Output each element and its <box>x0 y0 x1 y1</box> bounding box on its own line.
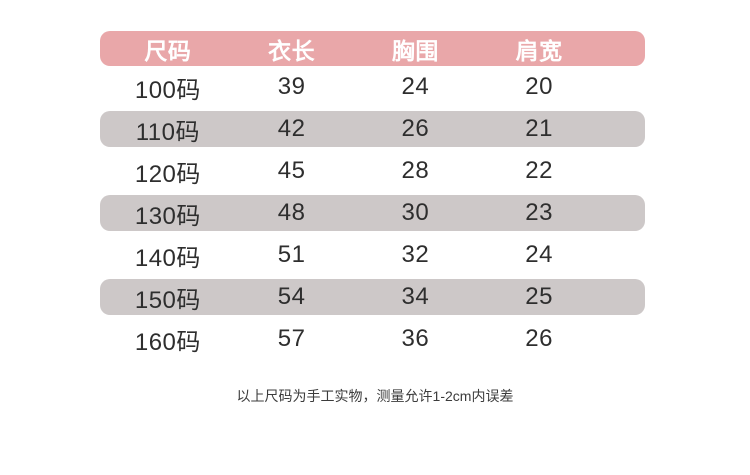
cell-length: 45 <box>277 157 306 184</box>
cell-size: 130码 <box>134 202 201 230</box>
cell-chest: 28 <box>401 157 430 184</box>
cell-chest: 36 <box>401 325 430 352</box>
header-cell-size: 尺码 <box>144 37 192 64</box>
header-cell-shoulder: 肩宽 <box>515 37 563 64</box>
cell-chest: 26 <box>401 115 430 142</box>
header-cell-chest: 胸围 <box>391 37 439 64</box>
cell-length: 42 <box>277 115 306 142</box>
cell-size: 160码 <box>134 328 201 356</box>
cell-size: 150码 <box>134 286 201 314</box>
cell-length: 39 <box>277 73 306 100</box>
cell-chest: 32 <box>401 241 430 268</box>
size-chart-table: 尺码 衣长 胸围 肩宽 100码 39 24 20 110码 42 26 21 … <box>100 31 645 360</box>
cell-length: 57 <box>277 325 306 352</box>
cell-shoulder: 24 <box>525 241 553 268</box>
cell-shoulder: 20 <box>525 73 553 100</box>
cell-size: 140码 <box>134 244 201 272</box>
cell-size: 120码 <box>134 160 201 188</box>
cell-size: 110码 <box>135 118 200 146</box>
cell-chest: 34 <box>401 283 430 310</box>
table-row: 120码 45 28 22 <box>100 150 645 192</box>
cell-shoulder: 25 <box>525 283 553 310</box>
table-row: 140码 51 32 24 <box>100 234 645 276</box>
cell-length: 48 <box>277 199 306 226</box>
cell-length: 51 <box>277 241 306 268</box>
table-row: 130码 48 30 23 <box>100 195 645 231</box>
header-cell-length: 衣长 <box>268 37 316 64</box>
table-row: 110码 42 26 21 <box>100 111 645 147</box>
cell-shoulder: 26 <box>525 325 553 352</box>
cell-chest: 24 <box>401 73 430 100</box>
measurement-note: 以上尺码为手工实物，测量允许1-2cm内误差 <box>236 388 514 404</box>
table-row: 100码 39 24 20 <box>100 66 645 108</box>
cell-shoulder: 21 <box>525 115 553 142</box>
cell-shoulder: 22 <box>525 157 553 184</box>
table-header-row: 尺码 衣长 胸围 肩宽 <box>100 31 645 66</box>
cell-chest: 30 <box>401 199 430 226</box>
cell-size: 100码 <box>134 76 201 104</box>
table-row: 160码 57 36 26 <box>100 318 645 360</box>
cell-shoulder: 23 <box>525 199 553 226</box>
cell-length: 54 <box>277 283 306 310</box>
table-row: 150码 54 34 25 <box>100 279 645 315</box>
